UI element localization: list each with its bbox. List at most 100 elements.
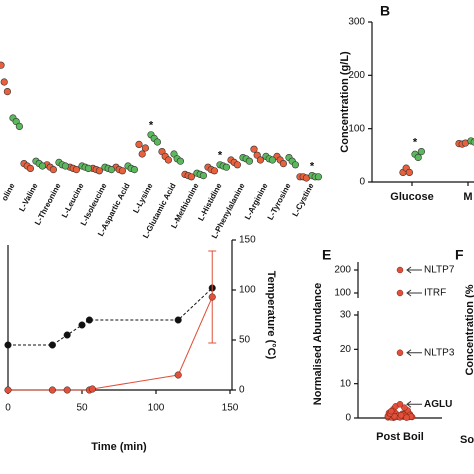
x-tick-label: 50 [76,403,88,414]
data-point [279,160,288,168]
axes [7,240,233,391]
data-point [405,168,414,176]
x-tick-label: L-Leucine [60,181,86,219]
data-point [250,145,258,153]
data-point [208,293,216,301]
y-tick-label: 30 [340,310,352,321]
y2-tick-label: 150 [239,235,256,246]
x-tick-label: Post Boil [376,431,424,443]
axes [371,22,474,183]
series-line [8,287,213,346]
data-point [396,401,404,408]
y-tick-label: 300 [348,17,365,28]
data-point [48,386,56,394]
data-point [396,289,404,297]
data-point [49,166,58,174]
data-point [0,78,8,86]
data-point [401,404,408,411]
data-point [396,266,404,274]
data-point [38,162,47,170]
panel-label: B [380,3,390,19]
data-point [63,331,71,339]
x-axis-label: Time (min) [91,441,147,453]
data-point [88,385,96,393]
data-point [4,341,12,349]
annotation: AGLU [424,399,452,410]
data-point [138,150,146,158]
data-point [0,61,5,69]
y-tick-label: 100 [348,123,365,134]
data-point [61,162,70,170]
data-point [26,164,35,172]
data-point [199,172,207,180]
y-axis-label: Concentration (% [464,284,474,375]
x-tick-label: So [460,434,474,446]
data-point [78,321,86,329]
arrow [406,266,422,274]
x-tick-label: 0 [5,403,11,414]
y-axis-label: Normalised Abundance [312,283,324,405]
x-tick-label: oline [0,181,17,202]
x-tick-label: L-Lysine [131,181,155,214]
significance-marker: * [413,137,418,149]
x-tick-label: Glucose [390,191,433,203]
y2-axis-label: Temperature (°C) [265,271,277,360]
data-point [72,166,80,174]
data-point [245,157,253,165]
data-point [3,87,12,96]
y-tick-label: 100 [334,288,351,299]
data-point [414,153,422,162]
arrow [406,349,422,357]
data-point [63,386,71,394]
data-point [164,156,172,164]
data-point [153,138,161,146]
y2-tick-label: 0 [239,385,245,396]
y-axis-label: Concentration (g/L) [339,51,351,153]
annotation: NLTP3 [424,347,455,358]
annotation: NLTP7 [424,265,455,276]
data-point [118,167,126,175]
data-point [222,163,230,171]
significance-marker: * [310,161,315,173]
data-point [85,316,93,324]
data-point [135,140,143,148]
data-point [417,148,426,156]
arrow [406,400,422,408]
y-tick-label: 0 [359,177,365,188]
y-tick-label: 10 [340,378,352,389]
data-point [174,371,182,379]
arrow [406,289,422,297]
y-tick-label: 200 [334,265,351,276]
data-point [187,173,195,181]
data-point [387,407,395,415]
data-point [396,349,404,357]
data-point [4,386,12,394]
data-point [291,161,300,169]
x-tick-label: L-Tyrosine [266,181,293,221]
data-point [141,144,149,152]
panel-label: F [455,247,464,263]
data-point [130,166,138,174]
x-tick-label: M [463,191,472,203]
x-tick-label: 150 [222,403,239,414]
data-point [397,412,405,419]
data-point [84,164,92,172]
annotation: ITRF [424,288,446,299]
x-tick-label: L-Valine [17,181,40,213]
data-point [15,122,24,130]
data-point [403,414,410,421]
y2-tick-label: 50 [239,335,251,346]
data-point [233,161,241,169]
x-tick-label: L-Cystine [291,181,316,218]
series-line [8,296,213,391]
significance-marker: * [218,150,223,162]
significance-marker: * [149,120,154,132]
data-point [210,167,218,175]
y-tick-label: 200 [348,70,365,81]
x-tick-label: 100 [148,403,165,414]
data-point [174,316,182,324]
y-tick-label: 0 [345,413,351,424]
data-point [256,156,265,164]
y2-tick-label: 100 [239,285,256,296]
